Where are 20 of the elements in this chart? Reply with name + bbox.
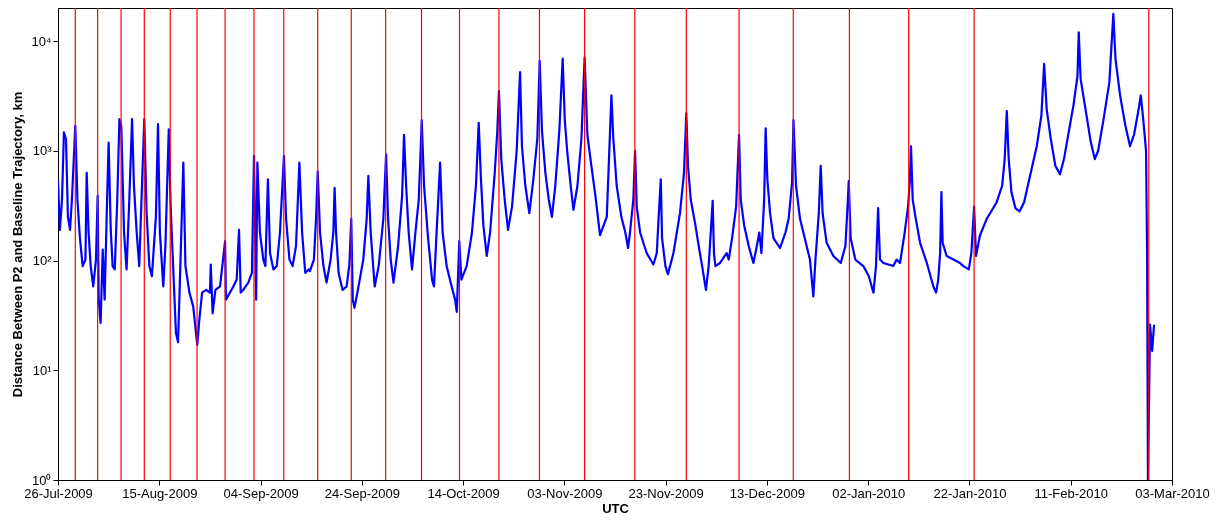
x-tick-label: 13-Dec-2009 [729, 485, 805, 501]
x-tick-label: 24-Sep-2009 [324, 485, 400, 501]
x-axis-title: UTC [602, 500, 630, 516]
x-tick-label: 15-Aug-2009 [122, 485, 198, 501]
x-tick-label: 02-Jan-2010 [832, 485, 906, 501]
x-tick-label: 23-Nov-2009 [628, 485, 704, 501]
x-tick-label: 11-Feb-2010 [1034, 485, 1108, 501]
y-tick-label: 10¹ [32, 362, 53, 378]
y-axis-title: Distance Between P2 and Baseline Trajectory, km [10, 91, 26, 398]
x-tick-label: 22-Jan-2010 [933, 485, 1007, 501]
x-tick-label: 26-Jul-2009 [24, 485, 93, 501]
x-tick-label: 03-Nov-2009 [527, 485, 603, 501]
y-tick-label: 10⁰ [32, 472, 52, 488]
y-tick-label: 10⁴ [31, 33, 52, 49]
line-series [58, 12, 1156, 480]
y-tick-label: 10² [32, 253, 53, 269]
x-tick-label: 03-Mar-2010 [1135, 485, 1210, 501]
x-tick-label: 14-Oct-2009 [427, 485, 500, 501]
y-tick-label: 10³ [32, 143, 53, 159]
x-tick-label: 04-Sep-2009 [223, 485, 299, 501]
